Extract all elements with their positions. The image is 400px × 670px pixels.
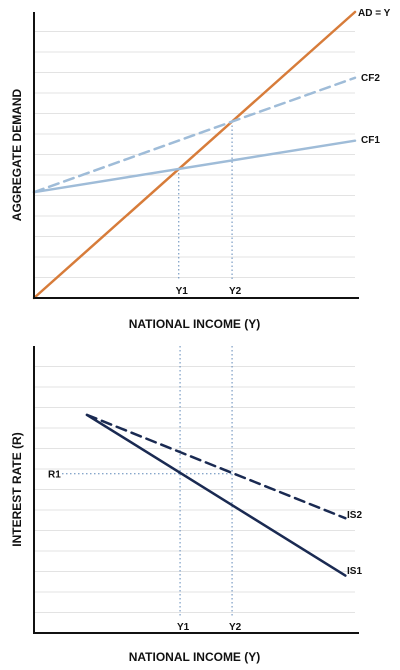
- y-tick-label-r1: R1: [48, 470, 61, 481]
- series-line-cf2: [32, 76, 357, 194]
- axes: [33, 12, 359, 299]
- x-axis-title: NATIONAL INCOME (Y): [129, 317, 261, 331]
- chart-2: IS2 IS1 Y1 Y2 R1 NATIONAL INCOME (Y) INTEREST …: [10, 346, 362, 664]
- x-tick-label-y2: Y2: [229, 286, 242, 297]
- series-line-is2: [85, 413, 347, 520]
- series-label-ad-y: AD = Y: [358, 8, 391, 19]
- x-axis-title: NATIONAL INCOME (Y): [129, 650, 261, 664]
- x-tick-label-y1: Y1: [177, 622, 190, 633]
- x-tick-label-y2: Y2: [229, 622, 242, 633]
- x-tick-label-y1: Y1: [176, 286, 189, 297]
- y-axis-title: AGGREGATE DEMAND: [10, 88, 24, 221]
- axes: [33, 346, 359, 634]
- series-line-cf1: [32, 139, 357, 194]
- series-label-cf1: CF1: [361, 135, 380, 146]
- series-label-cf2: CF2: [361, 73, 380, 84]
- series-line-ad-y: [32, 10, 357, 300]
- series-label-is2: IS2: [347, 510, 362, 521]
- y-axis-title: INTEREST RATE (R): [10, 432, 24, 546]
- series-label-is1: IS1: [347, 566, 362, 577]
- chart-1: AD = Y CF2 CF1 Y1 Y2 NATIONAL INCOME (Y) AGGRE…: [10, 8, 391, 331]
- series-line-is1: [85, 413, 347, 577]
